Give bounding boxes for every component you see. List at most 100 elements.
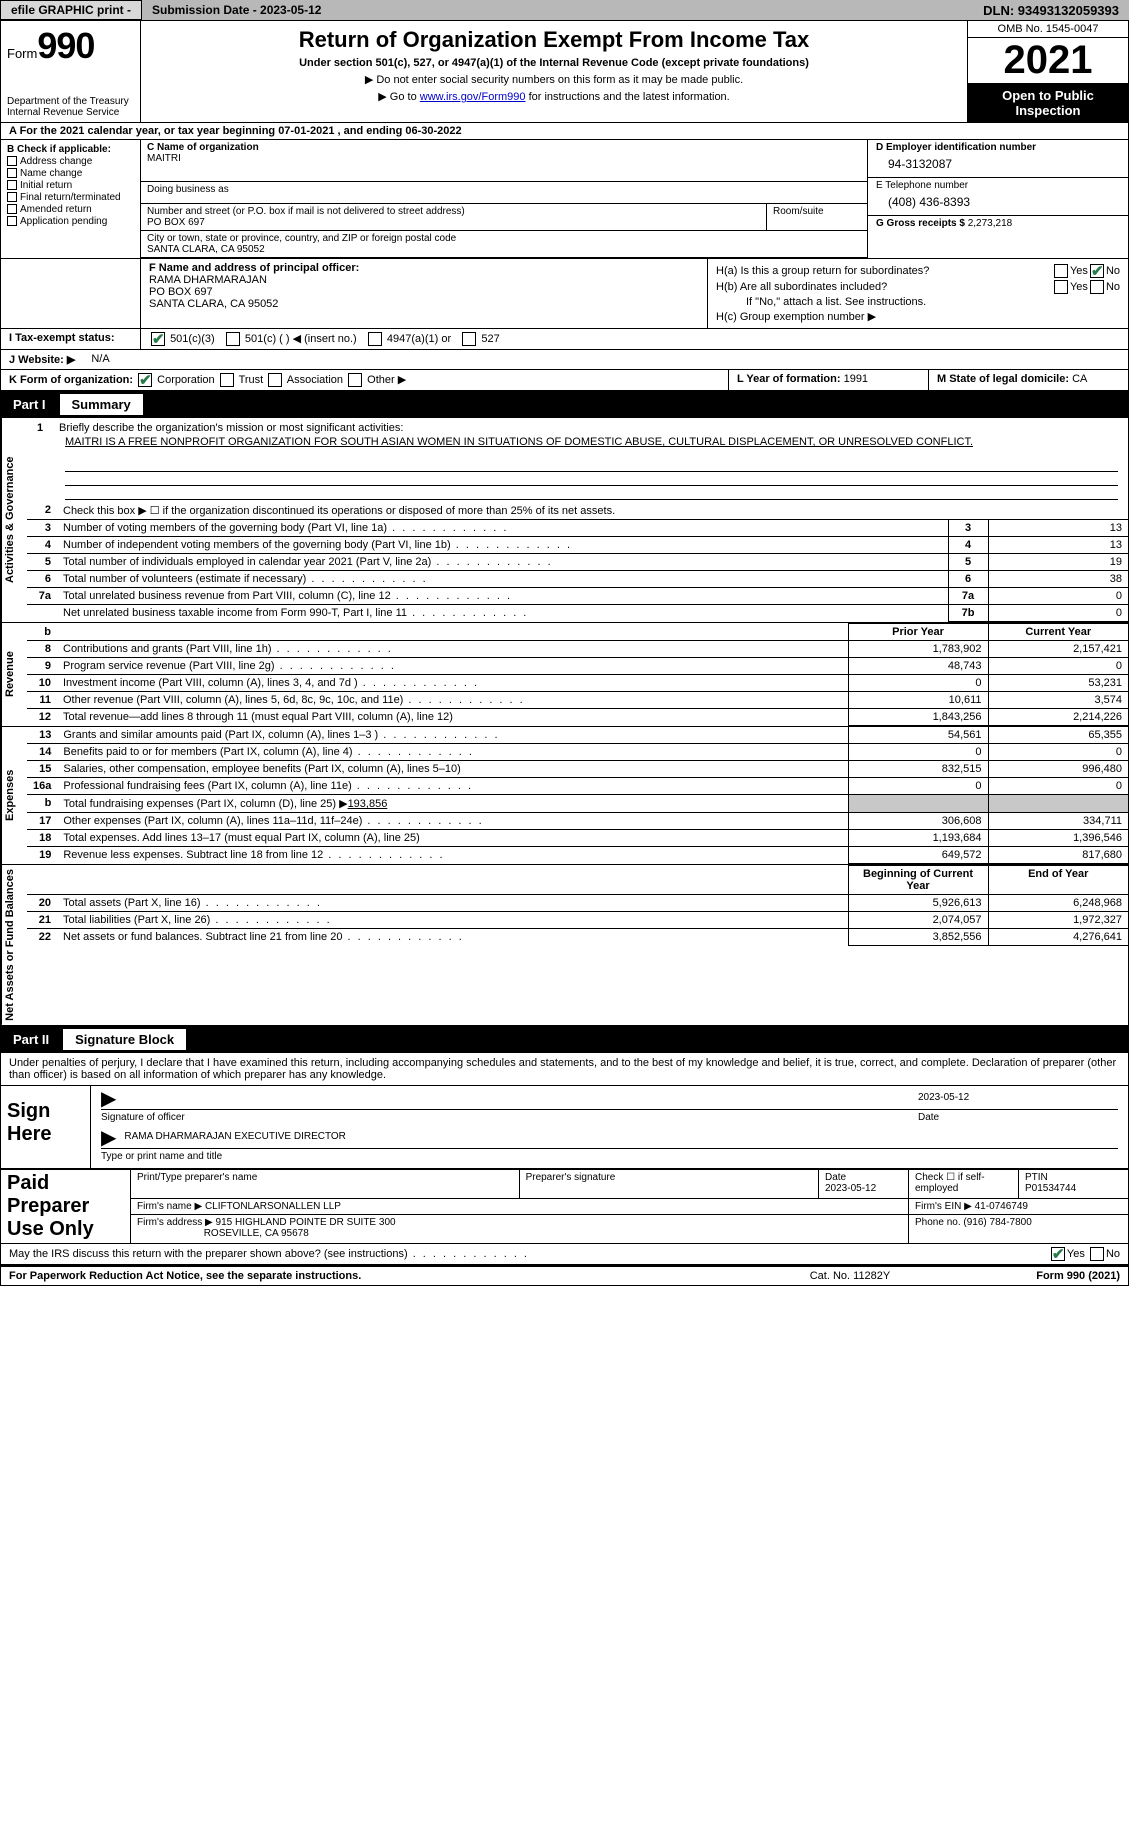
perjury-declaration: Under penalties of perjury, I declare th…: [1, 1053, 1128, 1085]
p15: 832,515: [848, 761, 988, 778]
discuss-row: May the IRS discuss this return with the…: [0, 1244, 1129, 1265]
header-title-block: Return of Organization Exempt From Incom…: [141, 21, 968, 122]
sig-date: 2023-05-12: [918, 1092, 1118, 1109]
firm-ein: 41-0746749: [975, 1201, 1028, 1212]
chk-final-return[interactable]: Final return/terminated: [7, 192, 134, 203]
line8: Contributions and grants (Part VIII, lin…: [57, 641, 848, 658]
header-left: Form990 Department of the Treasury Inter…: [1, 21, 141, 122]
firm-phone: (916) 784-7800: [963, 1217, 1031, 1228]
chk-association[interactable]: [268, 373, 282, 387]
header-right: OMB No. 1545-0047 2021 Open to Public In…: [968, 21, 1128, 122]
firm-addr2: ROSEVILLE, CA 95678: [204, 1228, 309, 1239]
c11: 3,574: [988, 692, 1128, 709]
line9: Program service revenue (Part VIII, line…: [57, 658, 848, 675]
p12: 1,843,256: [848, 709, 988, 726]
section-activities: Activities & Governance 1Briefly describ…: [0, 418, 1129, 623]
line12: Total revenue—add lines 8 through 11 (mu…: [57, 709, 848, 726]
ein-label: D Employer identification number: [876, 142, 1120, 153]
chk-other[interactable]: [348, 373, 362, 387]
section-revenue: Revenue bPrior YearCurrent Year 8Contrib…: [0, 623, 1129, 727]
gross-label: G Gross receipts $: [876, 218, 965, 229]
line2: Check this box ▶ ☐ if the organization d…: [57, 502, 1128, 520]
col-prior: Prior Year: [848, 624, 988, 641]
part1-header: Part I Summary: [0, 391, 1129, 418]
chk-corporation[interactable]: [138, 373, 152, 387]
l-label: L Year of formation:: [737, 373, 841, 385]
tel-value: (408) 436-8393: [876, 191, 1120, 209]
line5: Total number of individuals employed in …: [57, 554, 948, 571]
line3: Number of voting members of the governin…: [57, 520, 948, 537]
col-b-header: B Check if applicable:: [7, 144, 134, 155]
org-name-cell: C Name of organization MAITRI: [141, 140, 867, 182]
preparer-table: Paid Preparer Use Only Print/Type prepar…: [0, 1169, 1129, 1244]
ptin: P01534744: [1025, 1183, 1076, 1194]
irs-link[interactable]: www.irs.gov/Form990: [420, 91, 526, 103]
officer-sig-label: Signature of officer: [101, 1112, 918, 1123]
officer-sig-line[interactable]: ▶ 2023-05-12: [101, 1092, 1118, 1110]
chk-501c[interactable]: [226, 332, 240, 346]
m-value: CA: [1072, 373, 1087, 385]
part2-number: Part II: [1, 1029, 61, 1050]
row-a-tax-year: A For the 2021 calendar year, or tax yea…: [0, 123, 1129, 140]
street-label: Number and street (or P.O. box if mail i…: [147, 206, 760, 217]
submission-date: Submission Date - 2023-05-12: [142, 1, 331, 19]
chk-trust[interactable]: [220, 373, 234, 387]
dln-number: DLN: 93493132059393: [973, 1, 1129, 20]
hb-note: If "No," attach a list. See instructions…: [716, 296, 1120, 308]
ha-yes[interactable]: [1054, 264, 1068, 278]
hb-no[interactable]: [1090, 280, 1104, 294]
chk-4947[interactable]: [368, 332, 382, 346]
chk-initial-return[interactable]: Initial return: [7, 180, 134, 191]
line17: Other expenses (Part IX, column (A), lin…: [57, 813, 848, 830]
line16b: Total fundraising expenses (Part IX, col…: [57, 795, 848, 813]
tab-expenses: Expenses: [1, 727, 27, 864]
chk-name-change[interactable]: Name change: [7, 168, 134, 179]
prep-sig-label: Preparer's signature: [519, 1170, 818, 1199]
part2-title: Signature Block: [62, 1028, 187, 1051]
val5: 19: [988, 554, 1128, 571]
efile-print-button[interactable]: efile GRAPHIC print -: [0, 0, 142, 20]
c18: 1,396,546: [988, 830, 1128, 847]
line13: Grants and similar amounts paid (Part IX…: [57, 727, 848, 744]
ha-no[interactable]: [1090, 264, 1104, 278]
col-d-right: D Employer identification number 94-3132…: [868, 140, 1128, 258]
chk-527[interactable]: [462, 332, 476, 346]
ein-value: 94-3132087: [876, 153, 1120, 171]
hb-yes[interactable]: [1054, 280, 1068, 294]
mission-text: MAITRI IS A FREE NONPROFIT ORGANIZATION …: [37, 434, 1118, 458]
dba-label: Doing business as: [147, 184, 229, 195]
line6: Total number of volunteers (estimate if …: [57, 571, 948, 588]
line15: Salaries, other compensation, employee b…: [57, 761, 848, 778]
discuss-no[interactable]: [1090, 1247, 1104, 1261]
c17: 334,711: [988, 813, 1128, 830]
chk-amended-return[interactable]: Amended return: [7, 204, 134, 215]
part1-title: Summary: [59, 393, 144, 416]
goto-prefix: ▶ Go to: [378, 91, 419, 103]
net-assets-table: Beginning of Current YearEnd of Year 20T…: [27, 865, 1128, 946]
f-addr2: SANTA CLARA, CA 95052: [149, 298, 699, 310]
line10: Investment income (Part VIII, column (A)…: [57, 675, 848, 692]
form-title: Return of Organization Exempt From Incom…: [151, 27, 957, 53]
chk-application-pending[interactable]: Application pending: [7, 216, 134, 227]
col-end: End of Year: [988, 866, 1128, 895]
gross-value: 2,273,218: [968, 218, 1013, 229]
discuss-yes[interactable]: [1051, 1247, 1065, 1261]
val3: 13: [988, 520, 1128, 537]
org-name: MAITRI: [147, 153, 861, 164]
chk-501c3[interactable]: [151, 332, 165, 346]
col-b-checkboxes: B Check if applicable: Address change Na…: [1, 140, 141, 258]
discuss-question: May the IRS discuss this return with the…: [9, 1248, 1049, 1260]
ha-label: H(a) Is this a group return for subordin…: [716, 265, 1052, 277]
ein-cell: D Employer identification number 94-3132…: [868, 140, 1128, 178]
m-label: M State of legal domicile:: [937, 373, 1069, 385]
street-cell: Number and street (or P.O. box if mail i…: [141, 204, 767, 230]
line16a: Professional fundraising fees (Part IX, …: [57, 778, 848, 795]
line19: Revenue less expenses. Subtract line 18 …: [57, 847, 848, 864]
self-employed[interactable]: Check ☐ if self-employed: [909, 1170, 1019, 1199]
expenses-table: 13Grants and similar amounts paid (Part …: [27, 727, 1128, 864]
line18: Total expenses. Add lines 13–17 (must eq…: [57, 830, 848, 847]
firm-name: CLIFTONLARSONALLEN LLP: [205, 1201, 341, 1212]
chk-address-change[interactable]: Address change: [7, 156, 134, 167]
row-i-tax-status: I Tax-exempt status: 501(c)(3) 501(c) ( …: [0, 329, 1129, 350]
cat-no: Cat. No. 11282Y: [760, 1270, 940, 1282]
